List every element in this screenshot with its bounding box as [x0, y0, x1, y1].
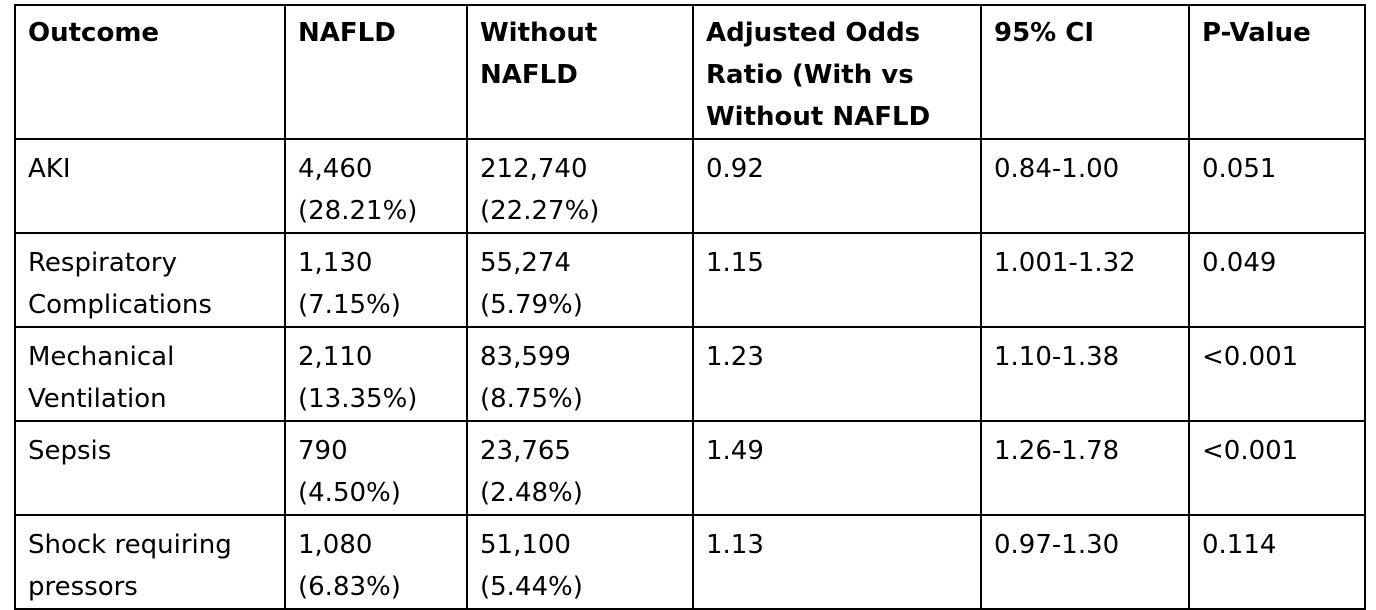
outcome-cell: AKI — [14, 138, 286, 234]
outcomes-table: Outcome NAFLD Without NAFLD Adjusted Odd… — [14, 4, 1366, 610]
outcome-cell: Respiratory Complications — [14, 232, 286, 328]
nafld-cell: 790 (4.50%) — [284, 420, 468, 516]
table-row: Mechanical Ventilation 2,110 (13.35%) 83,… — [14, 326, 1366, 422]
outcome-cell: Mechanical Ventilation — [14, 326, 286, 422]
p-value-cell: 0.051 — [1188, 138, 1366, 234]
without-nafld-cell: 212,740 (22.27%) — [466, 138, 694, 234]
header-nafld: NAFLD — [284, 4, 468, 140]
table-row: Sepsis 790 (4.50%) 23,765 (2.48%) 1.49 1.2… — [14, 420, 1366, 516]
table-row: Respiratory Complications 1,130 (7.15%) 5… — [14, 232, 1366, 328]
without-nafld-cell: 51,100 (5.44%) — [466, 514, 694, 610]
outcome-cell: Sepsis — [14, 420, 286, 516]
without-nafld-cell: 83,599 (8.75%) — [466, 326, 694, 422]
header-outcome: Outcome — [14, 4, 286, 140]
p-value-cell: <0.001 — [1188, 420, 1366, 516]
table-header-row: Outcome NAFLD Without NAFLD Adjusted Odd… — [14, 4, 1366, 140]
without-nafld-cell: 55,274 (5.79%) — [466, 232, 694, 328]
nafld-cell: 1,080 (6.83%) — [284, 514, 468, 610]
p-value-cell: 0.114 — [1188, 514, 1366, 610]
ci-cell: 1.001-1.32 — [980, 232, 1190, 328]
header-without-nafld: Without NAFLD — [466, 4, 694, 140]
table-row: Shock requiring pressors 1,080 (6.83%) 51… — [14, 514, 1366, 610]
aor-cell: 1.15 — [692, 232, 982, 328]
aor-cell: 0.92 — [692, 138, 982, 234]
ci-cell: 1.10-1.38 — [980, 326, 1190, 422]
aor-cell: 1.49 — [692, 420, 982, 516]
p-value-cell: 0.049 — [1188, 232, 1366, 328]
ci-cell: 0.97-1.30 — [980, 514, 1190, 610]
outcome-cell: Shock requiring pressors — [14, 514, 286, 610]
p-value-cell: <0.001 — [1188, 326, 1366, 422]
header-p-value: P-Value — [1188, 4, 1366, 140]
ci-cell: 0.84-1.00 — [980, 138, 1190, 234]
table-row: AKI 4,460 (28.21%) 212,740 (22.27%) 0.92 0… — [14, 138, 1366, 234]
without-nafld-cell: 23,765 (2.48%) — [466, 420, 694, 516]
aor-cell: 1.13 — [692, 514, 982, 610]
ci-cell: 1.26-1.78 — [980, 420, 1190, 516]
nafld-cell: 2,110 (13.35%) — [284, 326, 468, 422]
header-adjusted-odds-ratio: Adjusted Odds Ratio (With vs Without NAF… — [692, 4, 982, 140]
header-95-ci: 95% CI — [980, 4, 1190, 140]
nafld-cell: 4,460 (28.21%) — [284, 138, 468, 234]
nafld-cell: 1,130 (7.15%) — [284, 232, 468, 328]
aor-cell: 1.23 — [692, 326, 982, 422]
